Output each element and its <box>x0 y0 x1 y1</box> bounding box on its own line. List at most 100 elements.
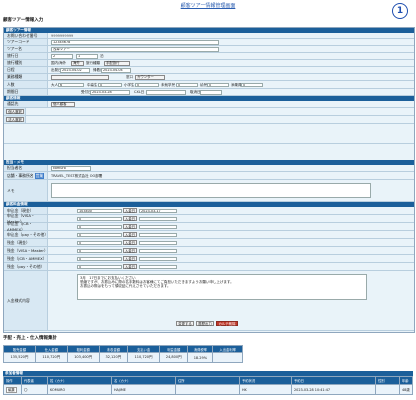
deposit-pay-date-button[interactable]: 入金日 <box>123 232 137 238</box>
label-pax: 人数 <box>4 81 48 88</box>
row-tour-name: ツアー名 浅草ツアー <box>4 46 414 53</box>
summary-value: 103,400円 <box>66 352 100 363</box>
history-button[interactable]: 履歴出力 <box>196 321 214 326</box>
label-deposit-jcb: 申込金（JCB・AMMEX） <box>4 221 48 232</box>
deposit-visa-input[interactable]: 0 <box>77 216 122 221</box>
pax-adult-input[interactable]: 6 <box>58 82 84 87</box>
cell-first: HAJIME <box>111 384 176 395</box>
kind-prefix: 旅行種類 <box>86 61 100 65</box>
balance-jcb-date-button[interactable]: 入金日 <box>123 256 137 262</box>
balance-cash-date[interactable] <box>139 240 177 245</box>
days-input[interactable]: 2 <box>51 54 73 59</box>
header-link[interactable]: 顧客ツアー情報管理画面 <box>180 3 236 9</box>
summary-title: 手配・売上・仕入情報集計 <box>3 336 57 341</box>
pax-baby-input[interactable]: 0 <box>207 82 229 87</box>
row-corp: 法人選択 <box>4 116 414 124</box>
row-deposit-pay: 申込金（pay・その他） 0 入金日 <box>4 231 414 239</box>
indiv-select-button[interactable]: 個人選択 <box>6 109 24 114</box>
deposit-cash-input[interactable]: 103400 <box>77 208 122 213</box>
handler-input[interactable]: komuro <box>51 166 91 171</box>
row-type: 旅行種別 国内/海外 海外 旅行種類 手配旅行 <box>4 60 414 67</box>
balance-visa-input[interactable]: 0 <box>77 248 122 253</box>
summary-header: 粗利金額 <box>66 345 100 353</box>
tour-code-input[interactable]: 12345678 <box>51 40 219 45</box>
deposit-cash-date-button[interactable]: 入金日 <box>123 208 137 214</box>
corp-cell: 法人選択 <box>4 116 26 123</box>
balance-cash-date-button[interactable]: 入金日 <box>123 240 137 246</box>
deposit-pay-date[interactable] <box>139 232 177 237</box>
delete-button[interactable]: カルテ削除 <box>216 321 238 326</box>
row-days: 旅行日 2 1 泊 <box>4 53 414 60</box>
pax-other-input[interactable]: 0 <box>241 82 263 87</box>
deposit-cash-date[interactable]: 2023-03-17 <box>139 208 177 213</box>
pax-infant-label: 未就学児 <box>161 82 175 87</box>
summary-header: 消費税率 <box>187 345 214 353</box>
edit-button[interactable]: 編集 <box>6 387 17 393</box>
row-staff: 業務種類 窓口 カウンター <box>4 74 414 81</box>
period-start-label: 受付日 <box>81 90 92 94</box>
summary-value: 110,720円 <box>127 352 160 363</box>
row-deposit-visa: 申込金（VISA・Master） 0 入金日 <box>4 213 414 224</box>
notes-line-2: 恐縮ですが、お振込みに際の名手数料はお客様にてご負担いただきますようお願い申し上… <box>80 280 234 284</box>
balance-pay-input[interactable]: 0 <box>77 264 122 269</box>
pax-senior-input[interactable]: 0 <box>98 82 122 87</box>
pax-child-input[interactable]: 0 <box>135 82 159 87</box>
balance-visa-date[interactable] <box>139 248 177 253</box>
type-select[interactable]: 海外 <box>71 61 84 66</box>
summary-value: 24,800円 <box>158 352 189 363</box>
nights-input[interactable]: 1 <box>76 54 98 59</box>
label-type: 旅行種別 <box>4 60 48 66</box>
participants-title: 参加者情報 <box>3 371 413 376</box>
change-button[interactable]: 変更する <box>176 321 194 326</box>
cell-addr <box>175 384 240 395</box>
label-date: 日程 <box>4 67 48 73</box>
deposit-pay-input[interactable]: 0 <box>77 232 122 237</box>
return-input[interactable]: 2023-04-04 <box>101 68 131 73</box>
staff-select[interactable] <box>51 75 109 80</box>
cell-date: 2023-03-28 10:41:47 <box>291 384 376 395</box>
deposit-jcb-date[interactable] <box>139 224 177 229</box>
row-balance-jcb: 残金（JCB・AMMEX） 0 入金日 <box>4 255 414 263</box>
deposit-visa-date[interactable] <box>139 216 177 221</box>
summary-header: 利益金額 <box>158 345 189 353</box>
label-staff: 業務種類 <box>4 74 48 80</box>
tour-name-input[interactable]: 浅草ツアー <box>51 47 219 52</box>
depart-input[interactable]: 2023-04-02 <box>60 68 90 73</box>
summary-value: 32,120円 <box>98 352 129 363</box>
label-balance-visa: 残金（VISA・Master） <box>4 247 48 254</box>
label-rep: 通話先 <box>4 101 48 107</box>
pax-senior-label: 中高生 <box>87 82 98 87</box>
type-prefix: 国内/海外 <box>51 61 67 65</box>
deposit-visa-date-button[interactable]: 入金日 <box>123 216 137 222</box>
label-balance-jcb: 残金（JCB・AMMEX） <box>4 255 48 262</box>
period-deposit-input[interactable] <box>200 90 222 95</box>
balance-cash-input[interactable]: 0 <box>77 240 122 245</box>
label-period: 期間日 <box>4 89 48 95</box>
row-rep: 通話先 個人顧客 <box>4 101 414 108</box>
balance-jcb-input[interactable]: 0 <box>77 256 122 261</box>
deposit-jcb-input[interactable]: 0 <box>77 224 122 229</box>
row-balance-pay: 残金（pay・その他） 0 入金日 <box>4 263 414 271</box>
period-cancel-label: CXL日 <box>134 90 145 94</box>
period-cancel-input[interactable] <box>146 90 186 95</box>
row-memo: メモ <box>4 180 414 202</box>
counter-select[interactable]: カウンター <box>135 75 165 80</box>
row-company: 店舗・事務所名 営業 TRAVEL_TEST株式会社 OO部署 <box>4 172 414 180</box>
notes-textarea[interactable]: 3月 17日までにお支払いください 恐縮ですが、お振込みに際の名手数料はお客様に… <box>77 274 367 300</box>
balance-pay-date-button[interactable]: 入金日 <box>123 264 137 270</box>
corp-select-button[interactable]: 法人選択 <box>6 117 24 122</box>
rep-select[interactable]: 個人顧客 <box>51 102 75 107</box>
kind-select[interactable]: 手配旅行 <box>104 61 130 66</box>
period-start-input[interactable]: 2023-03-28 <box>90 90 130 95</box>
label-deposit-pay: 申込金（pay・その他） <box>4 231 48 238</box>
deposit-jcb-date-button[interactable]: 入金日 <box>123 224 137 230</box>
col-date: 予約日 <box>291 376 376 385</box>
pax-infant-input[interactable]: 0 <box>176 82 198 87</box>
memo-textarea[interactable] <box>51 183 371 198</box>
depart-label: 出発日 <box>51 68 62 72</box>
balance-jcb-date[interactable] <box>139 256 177 261</box>
row-period: 期間日 受付日 2023-03-28 CXL日 取消日 <box>4 89 414 96</box>
balance-pay-date[interactable] <box>139 264 177 269</box>
balance-visa-date-button[interactable]: 入金日 <box>123 248 137 254</box>
label-memo: メモ <box>4 180 48 201</box>
